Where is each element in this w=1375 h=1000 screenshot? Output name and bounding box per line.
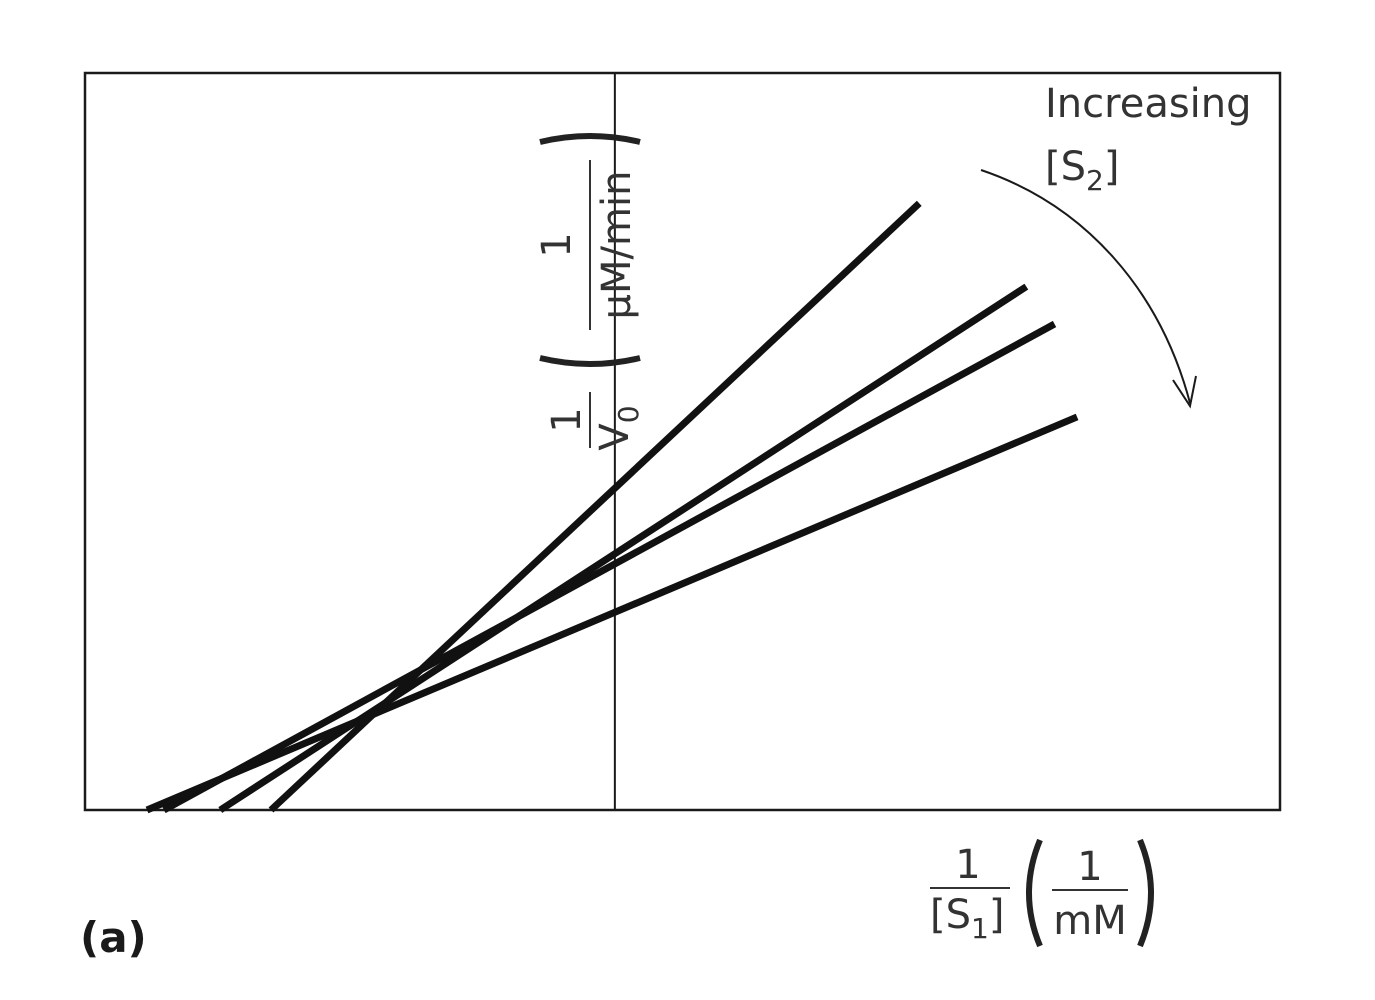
x-label-paren-close xyxy=(1137,838,1154,948)
annotation-bracket-open: [S xyxy=(1045,144,1086,190)
plot-frame xyxy=(83,71,1282,812)
x-label-subscript: 1 xyxy=(971,912,989,945)
x-axis-label: 1 [S1] 1 mM xyxy=(930,838,1154,948)
y-label-v-subscript: 0 xyxy=(612,405,645,423)
x-label-left-numerator: 1 xyxy=(955,842,980,888)
x-label-left-denominator: [S1] xyxy=(930,892,1004,945)
panel-label: (a) xyxy=(80,913,147,962)
y-label-unit-numerator: 1 xyxy=(534,232,580,257)
x-label-unit-denominator: mM xyxy=(1053,898,1126,944)
increasing-arrow-curve xyxy=(980,169,1191,404)
y-label-paren-close xyxy=(539,133,641,145)
y-label-left-numerator: 1 xyxy=(544,407,590,432)
series-group xyxy=(145,200,1079,814)
y-axis-label: 1 V0 1 μM/min xyxy=(534,133,645,451)
y-label-v: V xyxy=(592,423,638,451)
x-label-unit-numerator: 1 xyxy=(1077,844,1102,890)
annotation-bracket-close: ] xyxy=(1104,144,1120,190)
x-label-bracket-close: ] xyxy=(989,892,1005,938)
y-label-unit-denominator: μM/min xyxy=(594,171,640,320)
y-label-left-denominator: V0 xyxy=(592,405,645,450)
annotation-line2: [S2] xyxy=(1045,144,1119,197)
series-line-3 xyxy=(162,320,1057,814)
x-label-bracket-open: [S xyxy=(930,892,971,938)
x-label-paren-open xyxy=(1026,838,1043,948)
y-label-paren-open xyxy=(539,355,641,367)
series-line-4 xyxy=(145,413,1079,814)
annotation-subscript: 2 xyxy=(1086,164,1104,197)
increasing-arrow-head xyxy=(1172,375,1197,409)
annotation-line1: Increasing xyxy=(1045,81,1252,127)
